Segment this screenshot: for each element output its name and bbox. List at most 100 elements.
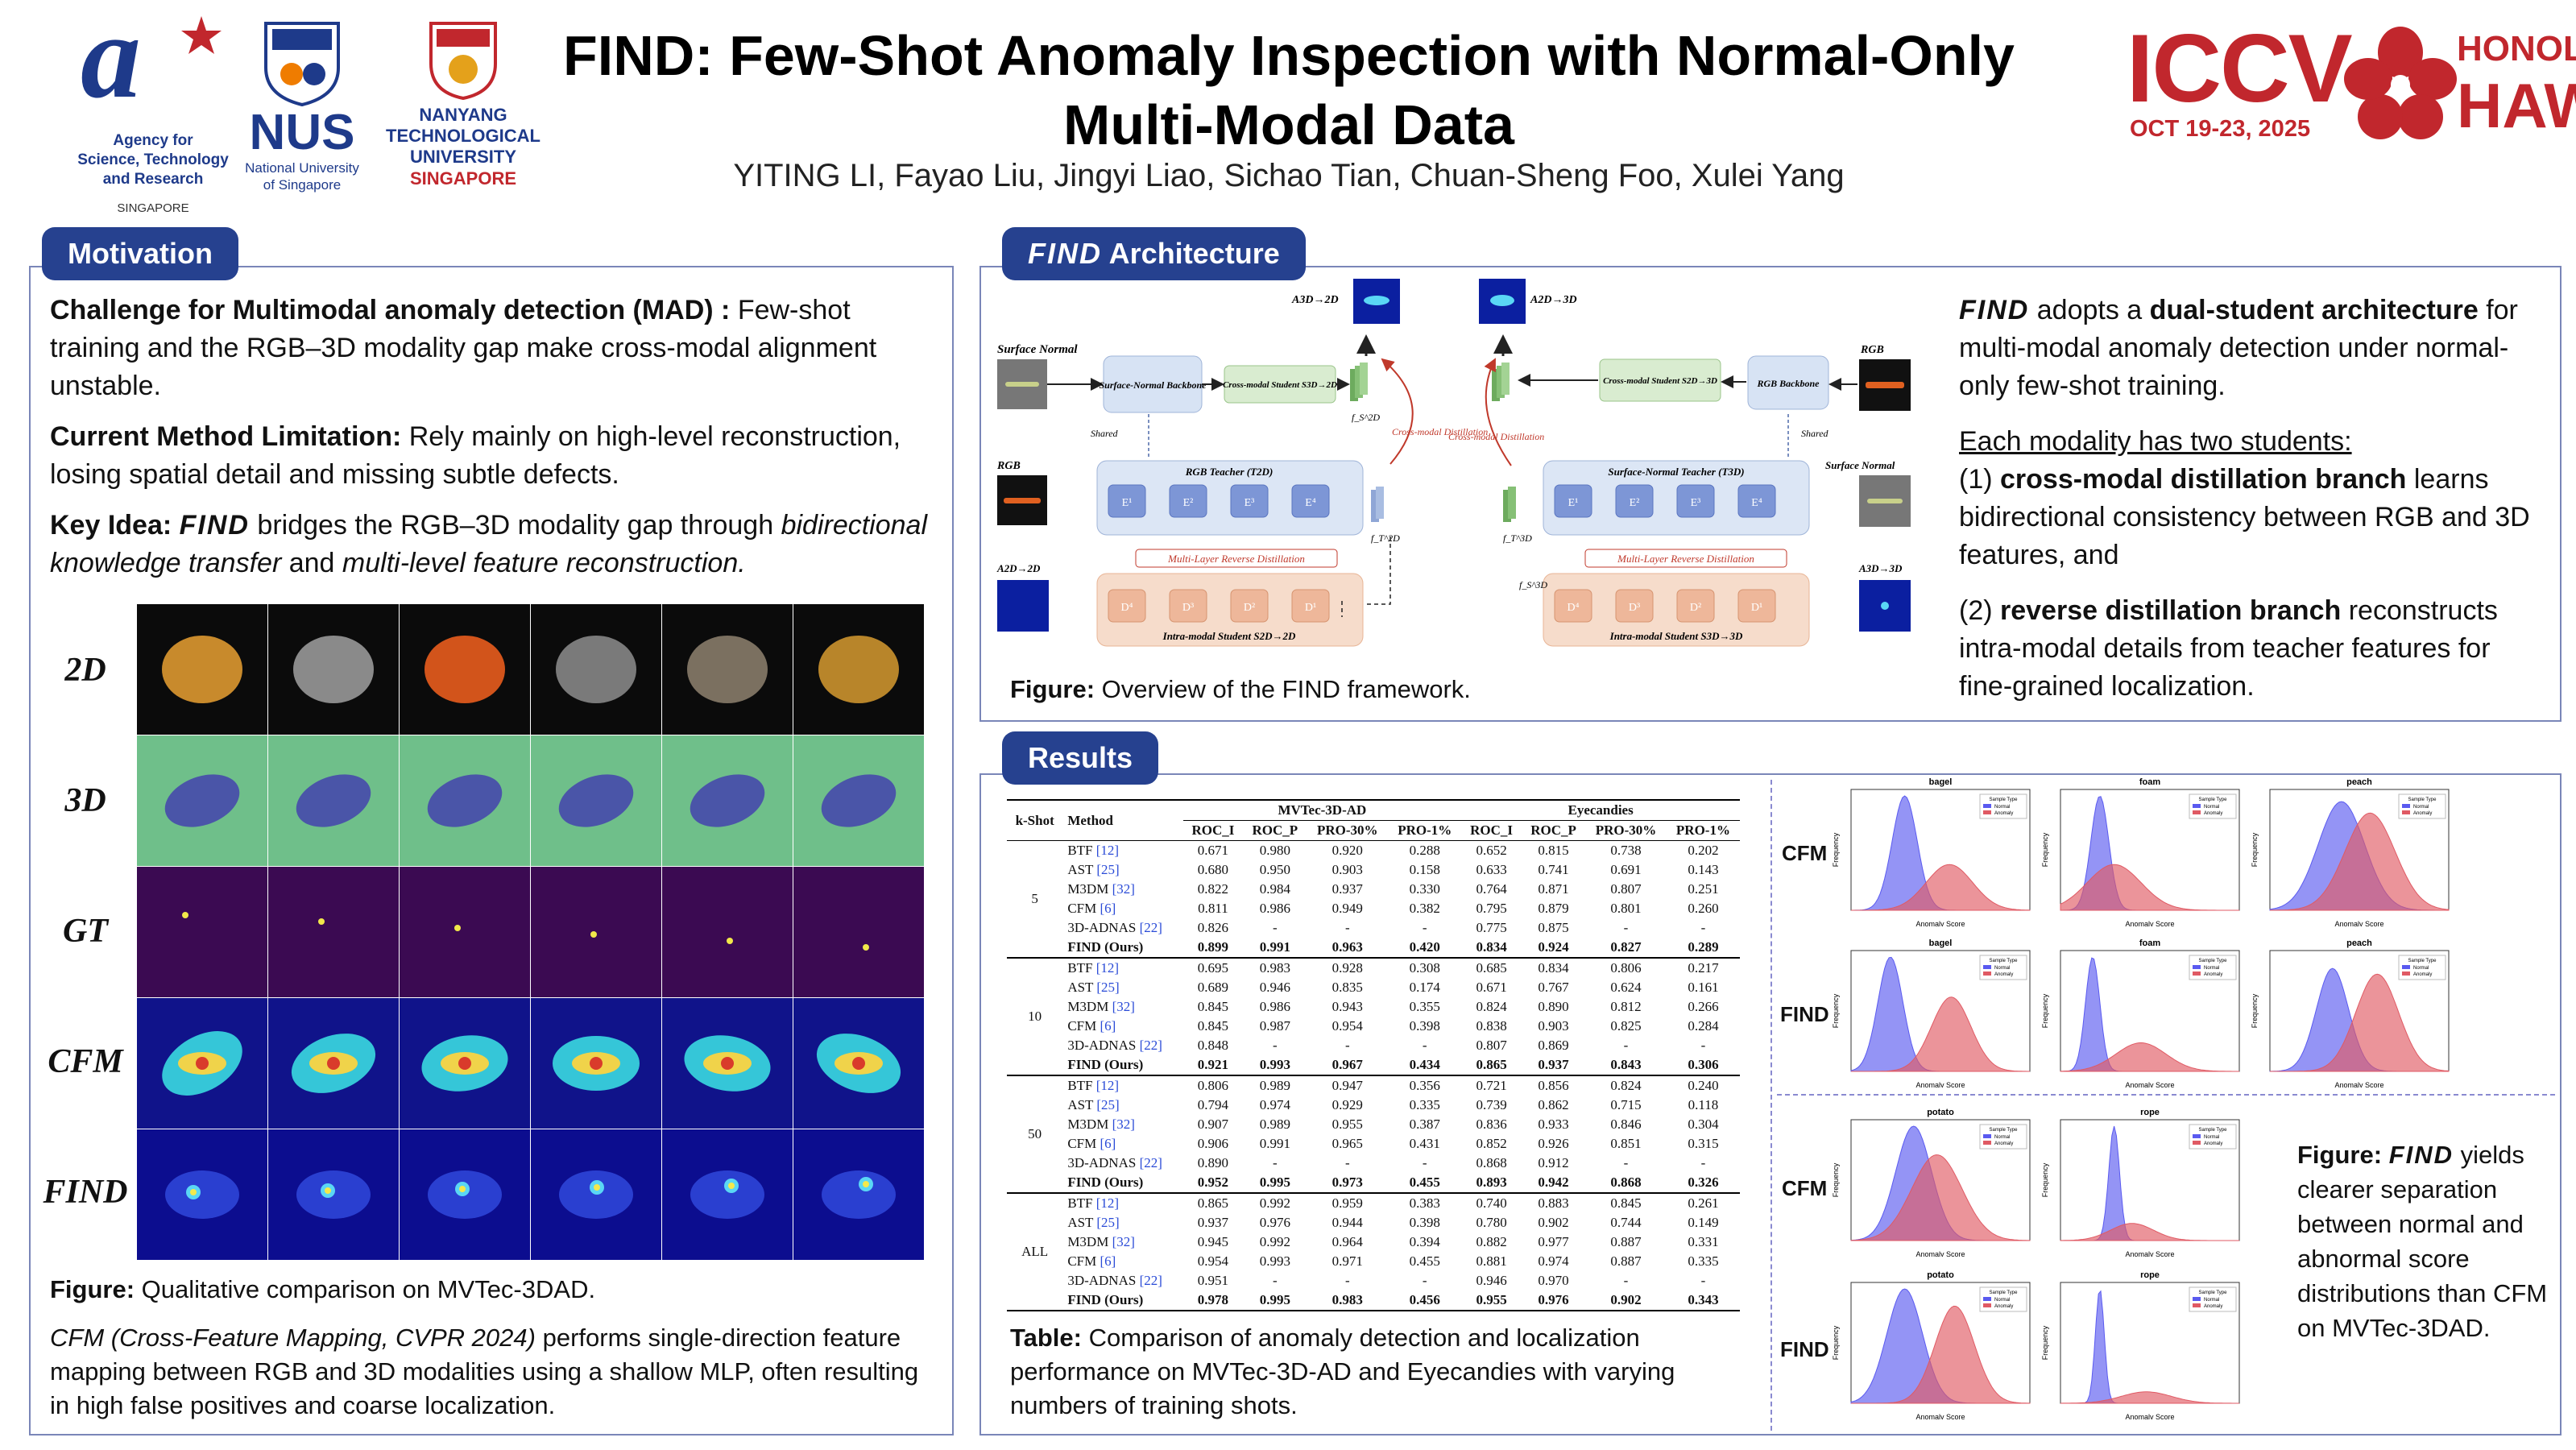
method-cell: CFM [6] xyxy=(1062,1252,1182,1271)
table-row: 5 BTF [12] 0.671 0.980 0.920 0.288 0.652 0.815 0… xyxy=(1007,841,1740,906)
value-cell: - xyxy=(1623,920,1629,935)
value-cell: - xyxy=(1422,1273,1427,1288)
left-rgb-label: RGB xyxy=(996,460,1021,472)
motivation-text: Challenge for Multimodal anomaly detecti… xyxy=(50,292,944,582)
chart-xlabel: Anomaly Score xyxy=(2334,1081,2383,1088)
student-two: (2) reverse distillation branch reconstr… xyxy=(1959,592,2547,706)
value-cell: 0.671 xyxy=(1197,843,1229,858)
grid-cell-cfm xyxy=(793,998,924,1129)
value-cell: 0.455 xyxy=(1409,1253,1440,1269)
value-cell: 0.976 xyxy=(1259,1215,1290,1230)
value-cell: 0.906 xyxy=(1197,1136,1229,1151)
value-cell: 0.845 xyxy=(1585,1192,1667,1213)
astar-line1: Agency for xyxy=(113,132,193,149)
col-metric: ROC_P xyxy=(1530,822,1576,838)
student-two-text: reconstructs intra-modal details from te… xyxy=(1959,595,2498,702)
value-cell: 0.266 xyxy=(1688,999,1719,1014)
value-cell: 0.827 xyxy=(1610,939,1642,955)
value-cell: 0.652 xyxy=(1476,843,1507,858)
left-decoder-box xyxy=(1108,589,1146,623)
legend-label: Anomaly xyxy=(2413,972,2432,977)
distribution-caption-text: yields clearer separation between normal… xyxy=(2297,1141,2548,1342)
value-cell: 0.455 xyxy=(1409,1174,1440,1190)
chart-xlabel: Anomaly Score xyxy=(2125,1081,2174,1088)
right-sn-teacher-label: Surface-Normal Teacher (T3D) xyxy=(1608,466,1744,478)
value-cell: 0.989 xyxy=(1259,1116,1290,1132)
legend-swatch xyxy=(1983,1141,1991,1145)
left-shared-label: Shared xyxy=(1091,428,1119,439)
col-metric: ROC_I xyxy=(1191,822,1235,838)
value-cell: 0.835 xyxy=(1331,980,1363,995)
method-cell: BTF [12] xyxy=(1062,1075,1183,1096)
value-cell: 0.995 xyxy=(1259,1292,1290,1307)
value-cell: 0.434 xyxy=(1409,1057,1440,1072)
grid-images xyxy=(137,604,925,1260)
value-cell: 0.240 xyxy=(1666,1075,1740,1096)
legend-title: Sample Type xyxy=(1990,1290,2019,1295)
left-backbone-label: Surface-Normal Backbone xyxy=(1100,379,1207,391)
method-name: FIND (Ours) xyxy=(1067,1057,1144,1072)
value-cell: 0.852 xyxy=(1476,1136,1507,1151)
method-cell: M3DM [32] xyxy=(1062,997,1182,1017)
right-decoder-box xyxy=(1554,589,1592,623)
value-cell: 0.739 xyxy=(1476,1097,1507,1112)
legend-label: Anomaly xyxy=(2204,811,2222,816)
value-cell: 0.431 xyxy=(1409,1136,1440,1151)
value-cell: 0.118 xyxy=(1688,1097,1719,1112)
value-cell: 0.967 xyxy=(1331,1057,1363,1072)
value-cell: 0.890 xyxy=(1538,999,1569,1014)
value-cell: 0.851 xyxy=(1610,1136,1642,1151)
value-cell: 0.149 xyxy=(1688,1215,1719,1230)
chart-title: peach xyxy=(2346,938,2372,948)
right-ft-stack xyxy=(1503,487,1516,522)
grid-cell-cfm xyxy=(531,998,661,1129)
legend-swatch xyxy=(2193,972,2201,976)
value-cell: - xyxy=(1700,1273,1706,1288)
method-ref: [12] xyxy=(1095,1195,1120,1211)
each-modality-line: Each modality has two students: xyxy=(1959,426,2352,457)
value-cell: 0.335 xyxy=(1409,1097,1440,1112)
legend-label: Anomaly xyxy=(1994,1141,2013,1146)
value-cell: 0.974 xyxy=(1538,1253,1569,1269)
col-metric: PRO-30% xyxy=(1595,822,1657,838)
value-cell: 0.955 xyxy=(1476,1292,1507,1307)
limitation-text: Rely mainly on high-level reconstruction… xyxy=(50,421,901,490)
value-cell: 0.907 xyxy=(1197,1116,1229,1132)
table-row: 3D-ADNAS [22] 0.890 - - - 0.868 0.912 - - xyxy=(1007,1154,1740,1173)
chart-xlabel: Anomaly Score xyxy=(1915,920,1965,926)
value-cell: 0.671 xyxy=(1476,980,1507,995)
method-ref: [25] xyxy=(1096,1097,1120,1112)
value-cell: 0.992 xyxy=(1243,1192,1307,1213)
legend-label: Anomaly xyxy=(2413,811,2432,816)
legend-title: Sample Type xyxy=(1990,959,2019,963)
right-encoder-box xyxy=(1676,484,1715,518)
value-cell: 0.695 xyxy=(1182,957,1244,978)
row-label-3d: 3D xyxy=(64,782,106,819)
architecture-desc-bold: dual-student architecture xyxy=(2149,295,2479,325)
table-row: M3DM [32] 0.945 0.992 0.964 0.394 0.882 0.977 0… xyxy=(1007,1232,1740,1252)
method-name: BTF xyxy=(1067,843,1093,858)
right-sn-object xyxy=(1867,499,1903,503)
method-name: 3D-ADNAS xyxy=(1067,1038,1137,1053)
series-anomaly-area xyxy=(2060,1042,2239,1072)
chart-xlabel: Anomaly Score xyxy=(1915,1413,1965,1419)
method-ref: [32] xyxy=(1112,881,1135,897)
method-name: AST xyxy=(1067,980,1094,995)
series-anomaly-area xyxy=(2270,973,2450,1072)
method-name: M3DM xyxy=(1067,881,1109,897)
series-anomaly-area xyxy=(2060,1391,2239,1404)
value-cell: 0.158 xyxy=(1409,862,1440,877)
grid-cell-2d xyxy=(662,604,793,735)
key-idea-italic-2: multi-level feature reconstruction. xyxy=(342,548,746,578)
left-decoder-label: D² xyxy=(1244,602,1255,614)
method-name: BTF xyxy=(1067,960,1093,976)
chart-xlabel: Anomaly Score xyxy=(2125,1250,2174,1257)
distribution-divider-v xyxy=(1770,780,1772,1431)
chart-ylabel: Frequency xyxy=(1832,1162,1840,1197)
method-cell: CFM [6] xyxy=(1062,1134,1182,1154)
value-cell: 0.947 xyxy=(1307,1075,1389,1096)
method-ref: [6] xyxy=(1100,1018,1116,1034)
value-cell: 0.838 xyxy=(1476,1018,1507,1034)
distribution-chart-foam: foam Anomaly Score Frequency Sample Type Nor… xyxy=(2041,777,2240,926)
legend-swatch xyxy=(2402,810,2410,814)
